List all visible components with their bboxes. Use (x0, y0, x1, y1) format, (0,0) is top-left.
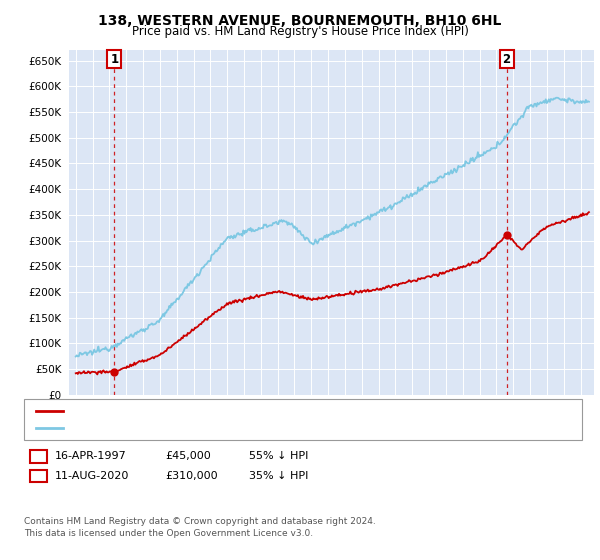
Text: 55% ↓ HPI: 55% ↓ HPI (249, 451, 308, 461)
Text: 2: 2 (503, 53, 511, 66)
Text: HPI: Average price, detached house, Bournemouth Christchurch and Poole: HPI: Average price, detached house, Bour… (67, 423, 455, 433)
Text: Contains HM Land Registry data © Crown copyright and database right 2024.
This d: Contains HM Land Registry data © Crown c… (24, 517, 376, 538)
Text: £310,000: £310,000 (165, 471, 218, 481)
Text: Price paid vs. HM Land Registry's House Price Index (HPI): Price paid vs. HM Land Registry's House … (131, 25, 469, 38)
Text: 11-AUG-2020: 11-AUG-2020 (55, 471, 130, 481)
Text: 1: 1 (110, 53, 118, 66)
Text: 16-APR-1997: 16-APR-1997 (55, 451, 127, 461)
Text: 138, WESTERN AVENUE, BOURNEMOUTH, BH10 6HL (detached house): 138, WESTERN AVENUE, BOURNEMOUTH, BH10 6… (67, 405, 432, 416)
Text: 35% ↓ HPI: 35% ↓ HPI (249, 471, 308, 481)
Text: £45,000: £45,000 (165, 451, 211, 461)
Text: 1: 1 (35, 451, 42, 461)
Text: 138, WESTERN AVENUE, BOURNEMOUTH, BH10 6HL: 138, WESTERN AVENUE, BOURNEMOUTH, BH10 6… (98, 14, 502, 28)
Text: 2: 2 (35, 471, 42, 481)
